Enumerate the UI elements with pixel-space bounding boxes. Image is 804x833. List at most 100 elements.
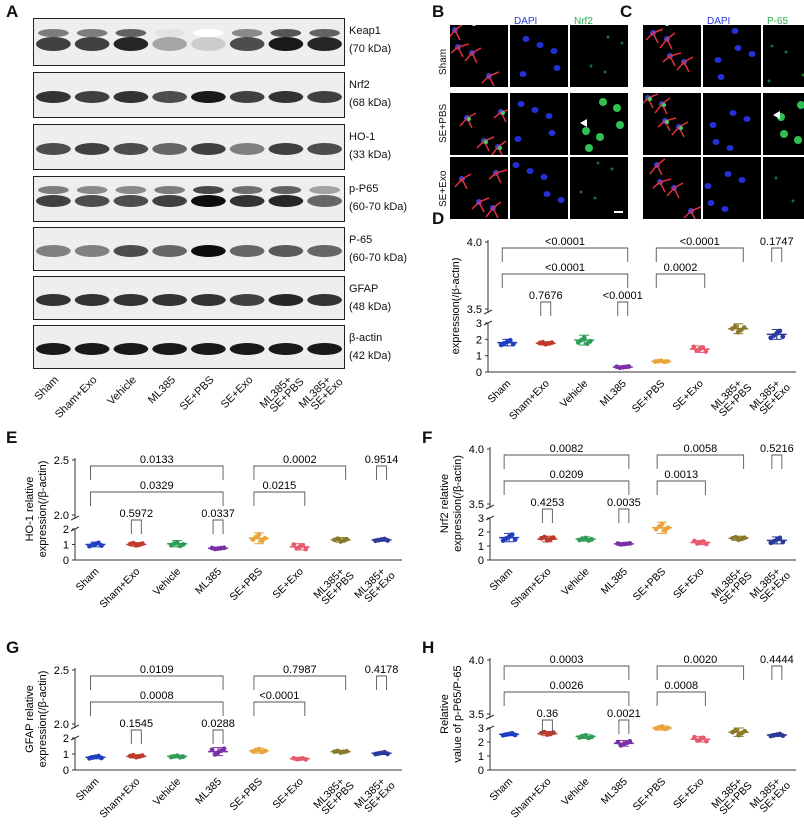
nucleus: [543, 191, 551, 197]
significance-bracket: [541, 508, 553, 523]
x-tick-label: Sham+Exo: [508, 776, 553, 821]
blot-band: [36, 195, 71, 207]
blot-band-upper: [270, 29, 302, 37]
p-value-label: 0.5972: [119, 508, 153, 520]
blot-kda-label: (68 kDa): [349, 97, 392, 109]
p-value-label: 0.0021: [607, 708, 641, 720]
x-tick-label: SE+PBS: [631, 776, 669, 814]
p-value-label: 0.1747: [760, 236, 794, 248]
p-value-label: <0.0001: [545, 262, 585, 274]
data-point: [780, 334, 786, 340]
blot-band: [74, 343, 110, 355]
nucleus: [557, 197, 565, 203]
significance-bracket: [503, 480, 630, 495]
p-value-label: 0.0288: [201, 718, 235, 730]
x-tick-label: Sham+Exo: [508, 566, 553, 611]
micro-channel-label: DAPI: [514, 16, 538, 27]
signal: [616, 121, 624, 129]
data-point: [587, 338, 593, 344]
blot-band: [152, 195, 187, 207]
data-point: [777, 328, 783, 334]
blot-p65: [33, 227, 345, 271]
signal: [794, 136, 802, 144]
blot-band: [268, 143, 304, 155]
data-point: [664, 358, 670, 364]
data-point: [703, 349, 709, 354]
blot-band: [152, 343, 187, 355]
data-point: [303, 756, 309, 762]
micrograph: [703, 93, 761, 155]
micro-channel-label: Merge: [647, 16, 676, 27]
micrograph: [763, 93, 804, 155]
nucleus: [519, 71, 527, 77]
p-value-label: 0.0337: [201, 508, 235, 520]
astrocyte-process: [666, 182, 684, 199]
micro-row-label: SE+PBS: [438, 103, 449, 143]
blot-band: [229, 195, 265, 207]
p-value-label: 0.4178: [365, 664, 399, 676]
y-axis-label: HO-1 relative: [24, 477, 36, 542]
x-tick-label: ML385: [599, 776, 630, 807]
significance-bracket: [541, 719, 553, 734]
micrograph: [510, 157, 568, 219]
y-tick-label: 2: [476, 334, 482, 346]
significance-bracket: [89, 465, 224, 480]
p-value-label: 0.0026: [550, 680, 584, 692]
signal: [767, 79, 771, 83]
p-value-label: 0.5216: [760, 443, 794, 455]
significance-bracket: [656, 665, 745, 680]
blot-band: [74, 195, 110, 207]
blot-band-upper: [154, 186, 185, 194]
p-value-label: 0.0133: [140, 454, 174, 466]
nucleus: [743, 116, 751, 122]
micro-channel-label: DAPI: [707, 16, 731, 27]
p-value-label: 0.0082: [550, 443, 584, 455]
significance-bracket: [655, 247, 744, 262]
blot-band: [307, 245, 342, 257]
data-point: [589, 734, 595, 740]
x-tick-label: Vehicle: [559, 776, 592, 809]
significance-bracket: [253, 701, 306, 716]
blot-kda-label: (70 kDa): [349, 43, 392, 55]
significance-bracket: [540, 301, 552, 316]
y-tick-label: 2: [63, 524, 69, 536]
astrocyte-process: [652, 178, 672, 193]
y-tick-label: 2.5: [54, 455, 69, 467]
signal: [784, 50, 788, 54]
astrocyte-process: [645, 28, 664, 44]
astrocyte-process: [643, 93, 659, 109]
data-point: [180, 754, 186, 760]
nucleus: [717, 74, 725, 80]
p-value-label: 0.36: [537, 708, 558, 720]
blot-band: [36, 91, 71, 103]
chart-e: 0 1 2 2.0 2.5 HO-1 relative expression(/β-acti…: [24, 454, 402, 611]
y-tick-label: 3.5: [469, 709, 484, 721]
blot-band: [113, 143, 149, 155]
blot-band: [113, 37, 149, 51]
blot-band: [268, 37, 304, 51]
signal: [467, 117, 471, 121]
x-tick-label: Vehicle: [558, 378, 591, 411]
significance-bracket: [253, 675, 347, 690]
blot-band: [191, 294, 226, 306]
blot-protein-label: HO-1: [349, 131, 376, 143]
micrograph: [450, 25, 508, 87]
significance-bracket: [130, 729, 142, 744]
blot-band: [307, 37, 342, 51]
data-point: [549, 340, 555, 346]
data-point: [742, 535, 748, 541]
micrograph: [643, 93, 701, 155]
blot-band-upper: [38, 186, 69, 194]
astrocyte-process: [662, 52, 682, 67]
blot-band: [229, 294, 265, 306]
blot-band: [74, 245, 110, 257]
nucleus: [748, 51, 756, 57]
nucleus: [714, 57, 722, 63]
significance-bracket: [89, 675, 224, 690]
data-point: [99, 755, 104, 761]
p-value-label: 0.0209: [550, 469, 584, 481]
y-tick-label: 2: [478, 527, 484, 539]
data-point: [700, 735, 706, 741]
p-value-label: 0.0008: [140, 690, 174, 702]
signal: [791, 199, 795, 203]
